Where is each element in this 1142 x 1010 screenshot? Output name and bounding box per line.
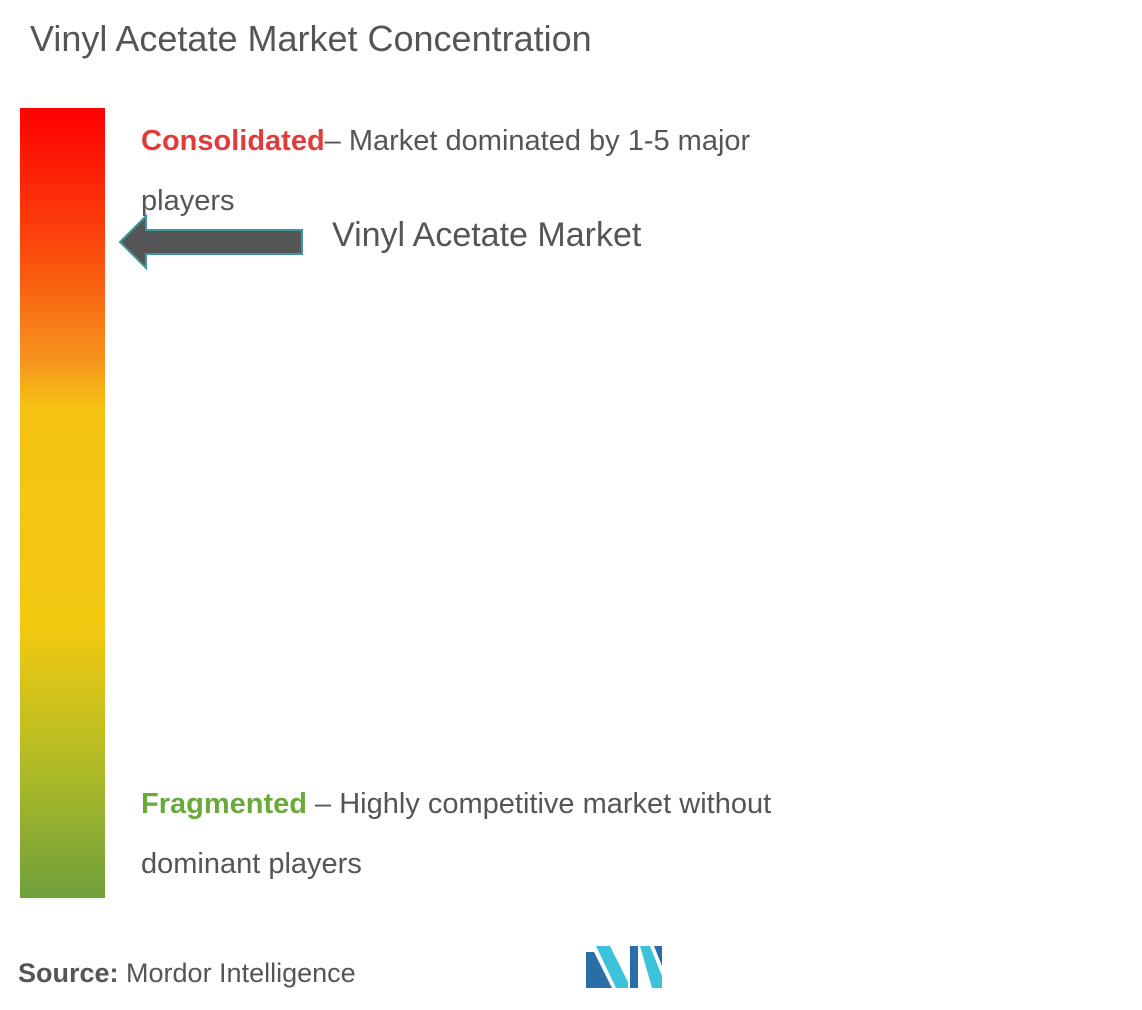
arrow-shape [118, 213, 303, 271]
fragmented-term: Fragmented [141, 788, 307, 820]
logo-right-diagonal [640, 946, 662, 988]
source-label: Source: [18, 958, 119, 988]
fragmented-description: Fragmented – Highly competitive market w… [141, 774, 861, 894]
mordor-intelligence-logo-icon [586, 946, 662, 988]
page-title: Vinyl Acetate Market Concentration [30, 18, 592, 59]
source-value: Mordor Intelligence [118, 958, 356, 988]
consolidated-term: Consolidated [141, 125, 325, 157]
logo-mid-stroke [630, 946, 638, 988]
concentration-scale-bar [20, 108, 105, 898]
consolidated-text: – Market dominated by 1-5 major players [141, 125, 751, 217]
logo-left-diagonal [596, 946, 628, 988]
market-position-label: Vinyl Acetate Market [332, 216, 642, 254]
source-note: Source: Mordor Intelligence [18, 958, 356, 989]
logo-left-stroke [586, 952, 612, 988]
fragmented-text: – Highly competitive market without domi… [141, 788, 772, 880]
consolidated-description: Consolidated– Market dominated by 1-5 ma… [141, 111, 841, 231]
left-arrow-icon [118, 213, 303, 271]
logo-right-stroke [654, 946, 662, 966]
